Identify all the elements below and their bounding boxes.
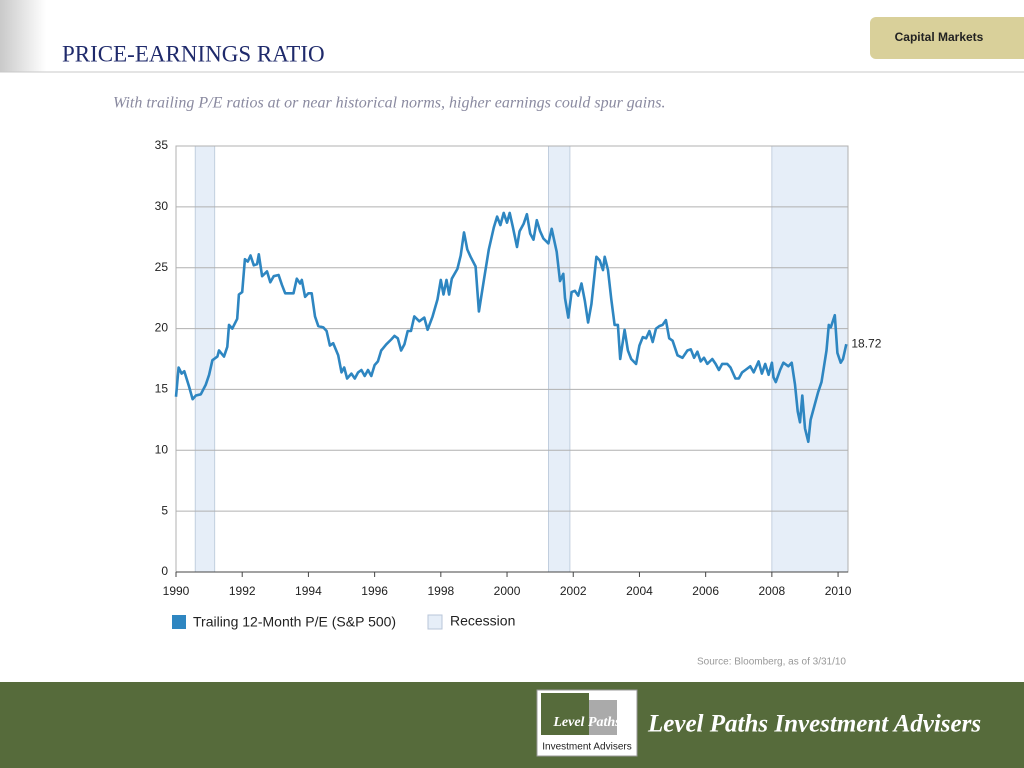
logo-square — [541, 693, 589, 735]
x-tick-label: 1994 — [295, 584, 322, 598]
company-name: Level Paths Investment Advisers — [647, 711, 981, 738]
y-tick-label: 0 — [161, 564, 168, 578]
legend-swatch — [427, 614, 443, 630]
x-tick-label: 1998 — [427, 584, 454, 598]
y-tick-label: 20 — [155, 321, 169, 335]
y-tick-label: 10 — [155, 442, 169, 456]
legend-label: Recession — [450, 613, 515, 629]
chart: 0 5 10 15 20 25 30 35 1990 1992 1994 1996 1998 2000 20… — [155, 138, 882, 630]
plot-frame — [175, 145, 849, 573]
y-tick-label: 30 — [155, 199, 169, 213]
legend-swatch — [172, 615, 186, 629]
x-tick-label: 2002 — [560, 584, 587, 598]
logo-subtext: Investment Advisers — [542, 742, 631, 753]
recession-band — [548, 145, 571, 573]
y-tick-label: 5 — [161, 503, 168, 517]
source-note: Source: Bloomberg, as of 3/31/10 — [697, 657, 846, 668]
logo-square-gray — [589, 700, 617, 735]
subtitle: With trailing P/E ratios at or near hist… — [113, 95, 665, 112]
x-tick-label: 2000 — [494, 584, 521, 598]
recession-band — [771, 145, 849, 573]
y-tick-label: 25 — [155, 260, 169, 274]
logo-text: Level Paths — [552, 715, 621, 730]
x-tick-label: 1996 — [361, 584, 388, 598]
x-tick-label: 1990 — [163, 584, 190, 598]
recession-band — [194, 145, 216, 573]
end-value-label: 18.72 — [851, 336, 881, 350]
pe-line — [174, 211, 848, 444]
y-tick-label: 35 — [155, 138, 169, 152]
corner-decoration — [0, 0, 46, 72]
footer-band — [0, 682, 1024, 768]
x-tick-label: 2004 — [626, 584, 653, 598]
x-tick-label: 2010 — [825, 584, 852, 598]
legend-label: Trailing 12-Month P/E (S&P 500) — [193, 614, 396, 630]
slide-title: PRICE-EARNINGS RATIO — [62, 41, 325, 66]
y-tick-label: 15 — [155, 382, 169, 396]
x-tick-label: 1992 — [229, 584, 256, 598]
section-tab — [870, 17, 1024, 59]
x-tick-label: 2008 — [759, 584, 786, 598]
tab-label: Capital Markets — [895, 30, 984, 44]
x-tick-label: 2006 — [692, 584, 719, 598]
